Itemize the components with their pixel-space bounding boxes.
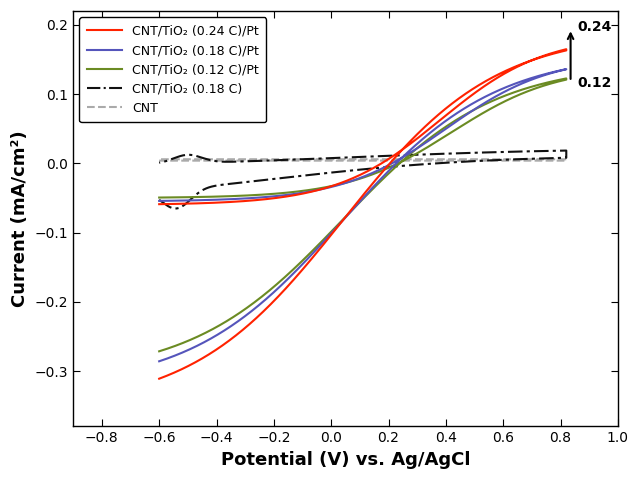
Legend: CNT/TiO₂ (0.24 C)/Pt, CNT/TiO₂ (0.18 C)/Pt, CNT/TiO₂ (0.12 C)/Pt, CNT/TiO₂ (0.18: CNT/TiO₂ (0.24 C)/Pt, CNT/TiO₂ (0.18 C)/…	[79, 17, 266, 122]
CNT/TiO₂ (0.18 C)	[541, 148, 548, 154]
CNT	[524, 156, 532, 162]
CNT/TiO₂ (0.12 C)/Pt	[541, 83, 549, 88]
CNT/TiO₂ (0.24 C)/Pt	[292, 274, 300, 279]
CNT/TiO₂ (0.18 C)/Pt	[156, 359, 163, 364]
CNT/TiO₂ (0.12 C)/Pt	[563, 75, 570, 81]
CNT	[156, 158, 163, 164]
CNT	[264, 158, 271, 164]
CNT/TiO₂ (0.18 C)/Pt	[509, 82, 516, 87]
CNT/TiO₂ (0.18 C)	[293, 173, 301, 179]
Line: CNT/TiO₂ (0.18 C)/Pt: CNT/TiO₂ (0.18 C)/Pt	[159, 69, 566, 361]
CNT	[430, 158, 438, 164]
Text: 0.24: 0.24	[578, 20, 612, 34]
CNT/TiO₂ (0.18 C)/Pt	[524, 78, 532, 84]
CNT/TiO₂ (0.18 C)	[172, 205, 179, 211]
X-axis label: Potential (V) vs. Ag/AgCl: Potential (V) vs. Ag/AgCl	[221, 451, 470, 469]
CNT/TiO₂ (0.12 C)/Pt	[264, 289, 271, 295]
CNT/TiO₂ (0.24 C)/Pt	[156, 201, 163, 207]
CNT/TiO₂ (0.12 C)/Pt	[156, 195, 163, 201]
CNT/TiO₂ (0.24 C)/Pt	[563, 46, 570, 52]
CNT	[292, 158, 300, 164]
CNT/TiO₂ (0.12 C)/Pt	[156, 348, 163, 354]
Y-axis label: Current (mA/cm²): Current (mA/cm²)	[11, 131, 29, 307]
CNT/TiO₂ (0.24 C)/Pt	[524, 59, 532, 65]
CNT/TiO₂ (0.24 C)/Pt	[264, 305, 271, 311]
CNT/TiO₂ (0.18 C)	[264, 177, 272, 182]
CNT/TiO₂ (0.24 C)/Pt	[430, 116, 438, 121]
CNT/TiO₂ (0.18 C)/Pt	[541, 72, 549, 78]
CNT/TiO₂ (0.18 C)	[509, 156, 517, 162]
CNT	[541, 156, 549, 162]
CNT/TiO₂ (0.12 C)/Pt	[524, 88, 532, 94]
CNT/TiO₂ (0.18 C)/Pt	[292, 267, 300, 273]
CNT	[509, 158, 516, 164]
CNT/TiO₂ (0.18 C)	[563, 148, 570, 154]
CNT/TiO₂ (0.18 C)	[156, 160, 163, 166]
CNT/TiO₂ (0.18 C)	[431, 161, 438, 167]
CNT/TiO₂ (0.18 C)	[524, 148, 531, 154]
Line: CNT/TiO₂ (0.24 C)/Pt: CNT/TiO₂ (0.24 C)/Pt	[159, 49, 566, 379]
CNT/TiO₂ (0.18 C)/Pt	[563, 66, 570, 72]
CNT/TiO₂ (0.12 C)/Pt	[292, 264, 300, 269]
CNT	[156, 156, 163, 162]
CNT/TiO₂ (0.18 C)/Pt	[264, 295, 271, 301]
CNT/TiO₂ (0.12 C)/Pt	[430, 132, 438, 138]
CNT/TiO₂ (0.18 C)/Pt	[430, 127, 438, 133]
CNT/TiO₂ (0.24 C)/Pt	[156, 376, 163, 382]
CNT/TiO₂ (0.18 C)	[156, 197, 163, 203]
CNT/TiO₂ (0.12 C)/Pt	[509, 90, 516, 96]
Line: CNT/TiO₂ (0.18 C): CNT/TiO₂ (0.18 C)	[159, 151, 566, 208]
CNT/TiO₂ (0.24 C)/Pt	[509, 65, 516, 71]
CNT/TiO₂ (0.18 C)/Pt	[156, 198, 163, 204]
CNT/TiO₂ (0.24 C)/Pt	[541, 52, 549, 58]
Text: 0.12: 0.12	[578, 76, 612, 90]
Line: CNT: CNT	[159, 159, 566, 161]
Line: CNT/TiO₂ (0.12 C)/Pt: CNT/TiO₂ (0.12 C)/Pt	[159, 78, 566, 351]
CNT	[563, 156, 570, 162]
